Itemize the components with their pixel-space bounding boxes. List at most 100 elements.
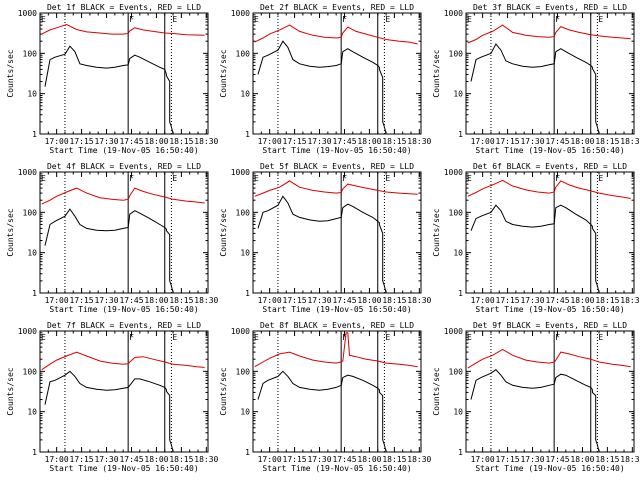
y-tick-label: 1 <box>458 130 463 139</box>
chart-panel-1: Det 1f BLACK = Events, RED = LLD Counts/s… <box>6 3 219 155</box>
x-tick-label: 18:30 <box>620 455 640 464</box>
x-tick-label: 17:15 <box>496 137 520 146</box>
x-tick-label: 18:30 <box>407 455 431 464</box>
plot-frame <box>252 12 422 135</box>
events-series-line <box>44 45 174 135</box>
chart-panel-7: Det 7f BLACK = Events, RED = LLD Counts/s… <box>6 321 219 473</box>
y-tick-label: 10 <box>27 408 37 417</box>
segment-marker: E <box>467 174 472 183</box>
x-tick-label: 17:15 <box>283 296 307 305</box>
panel-title: Det 1f BLACK = Events, RED = LLD <box>47 3 201 12</box>
x-axis-label: Start Time (19-Nov-05 16:50:40) <box>475 146 624 155</box>
y-axis-label: Counts/sec <box>432 49 441 97</box>
plot-frame <box>39 330 209 453</box>
lld-series-line <box>467 24 631 44</box>
x-tick-label: 17:30 <box>520 137 544 146</box>
segment-marker: F <box>129 333 134 342</box>
plot-frame <box>465 171 635 294</box>
x-tick-label: 17:45 <box>332 296 356 305</box>
chart-panel-6: Det 6f BLACK = Events, RED = LLD Counts/s… <box>432 162 640 314</box>
segment-marker: F <box>129 174 134 183</box>
lld-series-line <box>254 332 418 368</box>
y-tick-label: 100 <box>236 208 251 217</box>
x-tick-label: 17:45 <box>545 137 569 146</box>
chart-panel-8: Det 8f BLACK = Events, RED = LLD Counts/s… <box>219 321 432 473</box>
x-tick-label: 17:00 <box>45 137 69 146</box>
y-tick-label: 1 <box>245 289 250 298</box>
x-axis-label: Start Time (19-Nov-05 16:50:40) <box>262 464 411 473</box>
x-tick-label: 17:45 <box>119 296 143 305</box>
x-tick-label: 18:15 <box>595 137 619 146</box>
x-tick-label: 17:15 <box>70 455 94 464</box>
lld-series-line <box>41 23 205 36</box>
x-tick-label: 17:00 <box>258 137 282 146</box>
x-tick-label: 17:45 <box>545 455 569 464</box>
x-tick-label: 18:15 <box>382 296 406 305</box>
x-tick-label: 17:30 <box>94 296 118 305</box>
y-axis-label: Counts/sec <box>219 367 228 415</box>
x-tick-label: 18:30 <box>620 296 640 305</box>
plot-frame <box>39 171 209 294</box>
plot-frame <box>465 12 635 135</box>
segment-marker: E <box>41 174 46 183</box>
x-tick-label: 17:00 <box>471 455 495 464</box>
y-tick-label: 10 <box>27 249 37 258</box>
y-tick-label: 1000 <box>231 9 250 18</box>
y-tick-label: 10 <box>453 90 463 99</box>
y-tick-label: 1000 <box>444 9 463 18</box>
y-tick-label: 1 <box>245 130 250 139</box>
x-tick-label: 18:15 <box>595 455 619 464</box>
x-tick-label: 17:30 <box>307 455 331 464</box>
panel-title: Det 2f BLACK = Events, RED = LLD <box>260 3 414 12</box>
segment-marker: E <box>254 15 259 24</box>
lld-series-line <box>41 351 205 371</box>
events-series-line <box>257 195 387 294</box>
y-tick-label: 100 <box>23 367 38 376</box>
x-tick-label: 17:00 <box>45 296 69 305</box>
y-tick-label: 10 <box>240 249 250 258</box>
y-tick-label: 1 <box>32 130 37 139</box>
y-axis-label: Counts/sec <box>432 367 441 415</box>
x-tick-label: 17:15 <box>70 137 94 146</box>
chart-panel-5: Det 5f BLACK = Events, RED = LLD Counts/s… <box>219 162 432 314</box>
segment-marker: F <box>129 15 134 24</box>
y-tick-label: 10 <box>453 408 463 417</box>
lld-series-line <box>467 179 631 199</box>
x-tick-label: 17:30 <box>94 137 118 146</box>
x-tick-label: 18:15 <box>169 296 193 305</box>
y-tick-label: 1000 <box>18 9 37 18</box>
x-tick-label: 18:15 <box>382 137 406 146</box>
x-axis-label: Start Time (19-Nov-05 16:50:40) <box>262 146 411 155</box>
x-tick-label: 18:00 <box>570 296 594 305</box>
x-tick-label: 18:15 <box>382 455 406 464</box>
y-tick-label: 1 <box>458 289 463 298</box>
x-tick-label: 18:00 <box>357 455 381 464</box>
y-tick-label: 1000 <box>231 327 250 336</box>
x-tick-label: 17:15 <box>70 296 94 305</box>
x-tick-label: 17:30 <box>307 296 331 305</box>
x-tick-label: 18:00 <box>357 296 381 305</box>
segment-marker: E <box>385 174 390 183</box>
y-axis-label: Counts/sec <box>6 367 15 415</box>
x-tick-label: 17:30 <box>307 137 331 146</box>
y-tick-label: 100 <box>236 49 251 58</box>
panel-title: Det 3f BLACK = Events, RED = LLD <box>473 3 627 12</box>
x-tick-label: 18:00 <box>144 296 168 305</box>
segment-marker: E <box>41 333 46 342</box>
segment-marker: E <box>254 333 259 342</box>
y-tick-label: 10 <box>240 90 250 99</box>
segment-marker: E <box>467 333 472 342</box>
x-tick-label: 17:15 <box>283 137 307 146</box>
y-tick-label: 1 <box>32 289 37 298</box>
x-tick-label: 17:45 <box>119 137 143 146</box>
y-axis-label: Counts/sec <box>219 49 228 97</box>
panel-title: Det 8f BLACK = Events, RED = LLD <box>260 321 414 330</box>
y-tick-label: 100 <box>449 367 464 376</box>
segment-marker: E <box>598 15 603 24</box>
x-tick-label: 17:15 <box>283 455 307 464</box>
y-tick-label: 1000 <box>18 327 37 336</box>
segment-marker: F <box>342 15 347 24</box>
x-tick-label: 18:00 <box>357 137 381 146</box>
segment-marker: E <box>467 15 472 24</box>
